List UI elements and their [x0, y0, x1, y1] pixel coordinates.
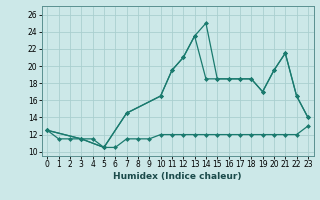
X-axis label: Humidex (Indice chaleur): Humidex (Indice chaleur): [113, 172, 242, 181]
